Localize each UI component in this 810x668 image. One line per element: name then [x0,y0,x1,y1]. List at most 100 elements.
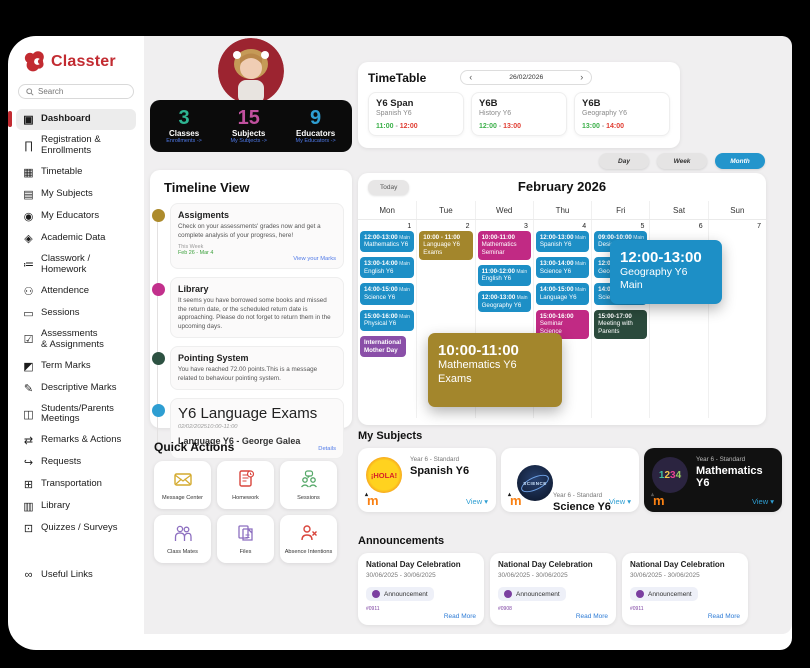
sidebar-item-remarks-actions[interactable]: ⇄ Remarks & Actions [16,430,136,451]
view-button-week[interactable]: Week [657,153,707,169]
calendar-day-cell[interactable]: 6 [649,220,707,418]
calendar-day-cell[interactable]: 2 10:00 - 11:00 Language Y6 Exams [416,220,474,418]
sidebar-item-students-parents-meetings[interactable]: ◫ Students/Parents Meetings [16,400,136,430]
avatar[interactable] [218,38,284,104]
calendar-event[interactable]: International Mother Day [360,335,406,358]
announcement-card[interactable]: National Day Celebration 30/06/2025 - 30/… [358,553,484,625]
subject-view-link[interactable]: View ▾ [609,497,631,506]
announcement-dot-icon [636,590,644,598]
next-date-icon[interactable]: › [580,72,584,82]
sidebar-item-sessions[interactable]: ▭ Sessions [16,303,136,324]
read-more-link[interactable]: Read More [575,613,608,620]
timetable-session[interactable]: Y6B History Y6 12:00 - 13:00 [471,92,567,136]
view-button-day[interactable]: Day [599,153,649,169]
quick-action-message-center[interactable]: Message Center [154,461,211,509]
sidebar-item-quizzes-surveys[interactable]: ⊡ Quizzes / Surveys [16,518,136,539]
quick-action-label: Sessions [297,494,320,501]
event-popover[interactable]: 10:00-11:00 Mathematics Y6 Exams [428,333,562,407]
timetable-session[interactable]: Y6 Span Spanish Y6 11:00 - 12:00 [368,92,464,136]
sidebar-item-descriptive-marks[interactable]: ✎ Descriptive Marks [16,378,136,399]
stat-link[interactable]: My Subjects -> [230,138,267,144]
sidebar-item-useful-links[interactable]: ∞ Useful Links [16,565,136,585]
calendar-event[interactable]: 11:00-12:00 Main English Y6 [477,264,531,287]
stat-link[interactable]: My Educators -> [295,138,336,144]
library-icon: ▥ [23,501,34,514]
announcement-tag: #0911 [366,606,380,612]
read-more-link[interactable]: Read More [443,613,476,620]
stat-link[interactable]: Enrollments -> [166,138,202,144]
read-more-link[interactable]: Read More [707,613,740,620]
useful-links-icon: ∞ [24,569,33,582]
calendar-event[interactable]: 12:00-13:00 Main Spanish Y6 [535,231,590,253]
search-box[interactable] [18,84,134,99]
sidebar-item-registration-enrollments[interactable]: ∏ Registration & Enrollments [16,131,136,161]
calendar-day-cell[interactable]: 1 12:00-13:00 Main Mathematics Y6 13:00-14:… [358,220,416,418]
announcement-card[interactable]: National Day Celebration 30/06/2025 - 30/… [490,553,616,625]
sidebar-item-library[interactable]: ▥ Library [16,496,136,517]
event-popover[interactable]: 12:00-13:00 Geography Y6 Main [610,240,722,304]
calendar-event[interactable]: 10:00 - 11:00 Language Y6 Exams [419,231,473,260]
calendar-event[interactable]: 10:00-11:00 Mathematics Seminar [477,231,531,260]
brand: Classter [16,46,136,84]
subject-name: Science Y6 [553,501,611,513]
calendar-day-cell[interactable]: 4 12:00-13:00 Main Spanish Y6 13:00-14:00 M… [532,220,591,418]
calendar-event[interactable]: 12:00-13:00 Main Mathematics Y6 [360,231,415,253]
subject-view-link[interactable]: View ▾ [466,497,488,506]
sidebar-item-term-marks[interactable]: ◩ Term Marks [16,356,136,377]
session-end: 12:00 [399,123,418,130]
subject-view-link[interactable]: View ▾ [752,497,774,506]
calendar-event[interactable]: 13:00-14:00 Main Science Y6 [535,257,590,279]
search-input[interactable] [38,87,124,96]
day-number: 2 [465,223,470,230]
details-link[interactable]: Details [318,446,336,452]
sidebar-item-label: Classwork / Homework [41,252,91,275]
timeline-item[interactable]: Library It seems you have borrowed some b… [152,277,344,338]
prev-date-icon[interactable]: ‹ [469,72,473,82]
sidebar-item-my-subjects[interactable]: ▤ My Subjects [16,184,136,205]
calendar-event[interactable]: 14:00-15:00 Main Language Y6 [535,283,590,305]
event-title: International Mother Day [364,338,402,354]
view-marks-link[interactable]: View your Marks [293,256,336,262]
quick-action-files[interactable]: Files [217,515,274,563]
sidebar-item-classwork-homework[interactable]: ≔ Classwork / Homework [16,250,136,280]
timeline-item[interactable]: Y6 Language Exams 02/02/202510:00-11:00 La… [152,398,344,459]
announcement-card[interactable]: National Day Celebration 30/06/2025 - 30/… [622,553,748,625]
files-icon [236,523,256,546]
calendar-day-cell[interactable]: 7 [707,220,766,418]
sidebar-item-transportation[interactable]: ⊞ Transportation [16,474,136,495]
calendar-day-cell[interactable]: 3 10:00-11:00 Mathematics Seminar 11:00-12:… [474,220,533,418]
quick-action-absence-intentions[interactable]: Absence Intentions [280,515,337,563]
sidebar-item-academic-data[interactable]: ◈ Academic Data [16,228,136,249]
subject-card-mathematics-y6[interactable]: 1234 Year 6 - Standard Mathematics Y6 m View… [644,448,782,512]
sidebar-item-label: My Educators [41,209,100,221]
subject-card-spanish-y6[interactable]: ¡HOLA! Year 6 - Standard Spanish Y6 m View ▾ [358,448,496,512]
timetable-session[interactable]: Y6B Geography Y6 13:00 - 14:00 [574,92,670,136]
timetable-card: TimeTable ‹ 26/02/2026 › Y6 Span Spanish … [358,62,680,148]
calendar-event[interactable]: 15:00-16:00 Main Physical Y6 [360,309,415,331]
calendar-event[interactable]: 15:00-17:00 Meeting with Parents [594,309,648,339]
event-tag: Main [397,313,410,320]
timeline-dot [152,404,165,417]
today-button[interactable]: Today [368,180,410,195]
sidebar-item-assessments-assignments[interactable]: ☑ Assessments & Assignments [16,325,136,355]
view-button-month[interactable]: Month [715,153,765,169]
sidebar-item-attendence[interactable]: ⚇ Attendence [16,281,136,302]
sidebar-item-timetable[interactable]: ▦ Timetable [16,162,136,183]
weekday-label: Thu [532,201,591,219]
announcement-badge-label: Announcement [516,590,560,598]
calendar-event[interactable]: 13:00-14:00 Main English Y6 [360,257,415,279]
sidebar-item-label: Dashboard [41,113,91,125]
subject-card-science-y6[interactable]: SCIENCE Year 6 - Standard Science Y6 m View … [501,448,639,513]
sidebar-item-dashboard[interactable]: ▣ Dashboard [8,109,136,130]
quick-action-sessions[interactable]: Sessions [280,461,337,509]
academic-data-icon: ◈ [24,232,33,245]
timeline-item[interactable]: Pointing System You have reached 72.00 po… [152,346,344,390]
sidebar-item-requests[interactable]: ↪ Requests [16,452,136,473]
quick-action-class-mates[interactable]: Class Mates [154,515,211,563]
quick-action-homework[interactable]: Homework [217,461,274,509]
sidebar-item-my-educators[interactable]: ◉ My Educators [16,206,136,227]
timeline-item[interactable]: Assigments Check on your assessments' gra… [152,203,344,269]
classter-logo-icon [24,51,44,72]
